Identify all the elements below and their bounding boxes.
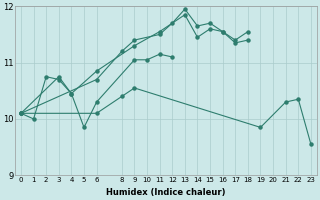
X-axis label: Humidex (Indice chaleur): Humidex (Indice chaleur)	[106, 188, 226, 197]
